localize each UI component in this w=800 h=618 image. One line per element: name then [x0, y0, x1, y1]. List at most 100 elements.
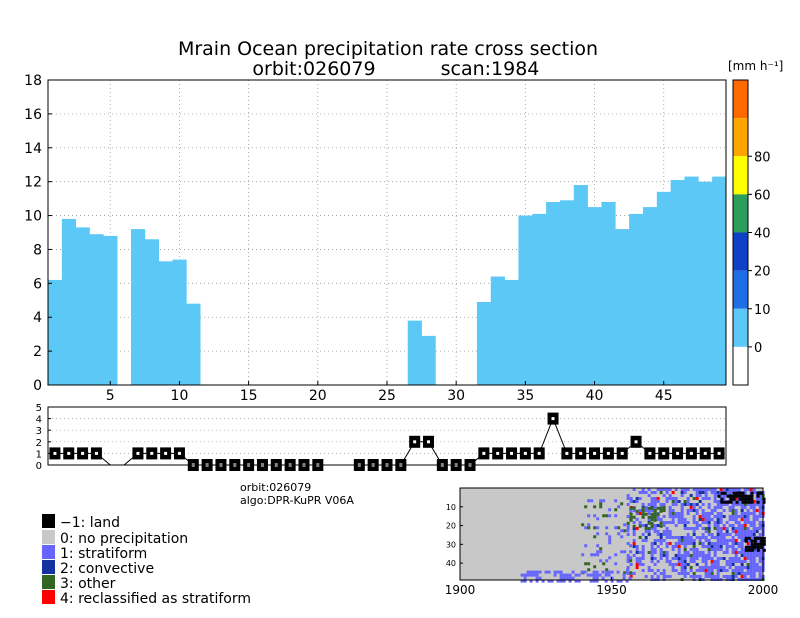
map-cell [716, 533, 720, 536]
map-cell [749, 512, 753, 515]
map-cell [744, 497, 748, 501]
map-cell [638, 497, 642, 500]
legend: −1: land 0: no precipitation 1: stratifo… [42, 514, 251, 607]
map-cell [650, 557, 654, 560]
flag-marker-dot [81, 451, 85, 455]
map-cell [741, 497, 745, 501]
map-cell [650, 512, 654, 516]
map-cell [707, 542, 711, 545]
map-cell [719, 515, 723, 518]
map-cell [753, 542, 757, 546]
map-cell [650, 524, 654, 528]
flag-marker-dot [634, 440, 638, 444]
map-cell [683, 527, 687, 530]
precip-bar [559, 200, 575, 385]
map-cell [689, 506, 693, 509]
map-cell [638, 509, 642, 512]
map-cell [656, 512, 660, 516]
map-cell [725, 560, 729, 563]
map-cell [625, 570, 629, 574]
map-cell [750, 494, 754, 498]
map-cell [577, 579, 581, 583]
map-cell [740, 569, 744, 572]
precip-bar [144, 239, 159, 385]
map-cell [752, 530, 756, 533]
map-cell [665, 554, 669, 557]
precip-bar [131, 229, 146, 385]
map-cell [601, 576, 605, 580]
map-cell [689, 554, 693, 557]
map-cell [707, 545, 711, 548]
map-cell [758, 569, 762, 572]
map-cell [731, 563, 735, 566]
map-cell [729, 494, 733, 498]
map-cell [713, 500, 717, 503]
map-cell [586, 573, 590, 577]
main-ytick-label: 12 [24, 175, 42, 191]
map-cell [677, 542, 681, 545]
main-ytick-label: 0 [33, 378, 42, 394]
map-cell [647, 566, 651, 569]
map-cell [607, 573, 611, 577]
flag-marker-dot [620, 451, 624, 455]
map-cell [698, 542, 702, 545]
map-cell [638, 521, 642, 524]
map-cell [752, 557, 756, 560]
precip-bar [532, 213, 547, 385]
map-cell [644, 536, 648, 539]
map-cell [704, 488, 708, 491]
flag-marker-dot [496, 451, 500, 455]
map-cell [701, 545, 705, 548]
map-cell [668, 494, 672, 497]
map-cell [747, 497, 751, 501]
map-cell [725, 527, 729, 530]
map-cell [738, 497, 742, 501]
map-cell [629, 511, 633, 515]
map-cell [668, 563, 672, 566]
map-cell [758, 557, 762, 560]
map-cell [668, 497, 672, 500]
map-cell [674, 512, 678, 515]
map-cell [680, 488, 684, 491]
precip-bar [103, 235, 118, 385]
precip-bar [89, 234, 104, 385]
map-cell [756, 494, 760, 498]
map-cell [710, 572, 714, 575]
map-cell [719, 536, 723, 539]
map-cell [753, 539, 757, 543]
map-cell [680, 509, 684, 512]
map-cell [731, 530, 735, 533]
map-cell [656, 575, 660, 578]
map-cell [562, 576, 566, 580]
map-cell [725, 575, 729, 578]
map-cell [740, 545, 744, 548]
map-cell [656, 506, 660, 510]
map-cell [759, 536, 763, 540]
map-cell [680, 512, 684, 515]
map-cell [662, 551, 666, 554]
map-cell [614, 514, 618, 518]
map-cell [734, 527, 738, 530]
map-cell [647, 569, 651, 572]
map-cell [589, 579, 593, 583]
map-cell [674, 554, 678, 557]
map-cell [686, 539, 690, 542]
map-cell [701, 569, 705, 572]
map-cell [743, 557, 747, 560]
map-cell [701, 533, 705, 536]
map-cell [662, 554, 666, 557]
map-cell [704, 563, 708, 566]
chart-subtitle-scan: scan:1984 [441, 58, 540, 80]
map-cell [758, 503, 762, 506]
map-cell [725, 539, 729, 542]
map-cell [656, 497, 660, 500]
map-cell [641, 488, 645, 491]
map-cell [592, 576, 596, 580]
map-cell [607, 570, 611, 574]
map-cell [587, 568, 591, 572]
map-cell [755, 569, 759, 572]
map-cell [692, 503, 696, 506]
map-cell [632, 509, 636, 512]
map-cell [559, 576, 563, 580]
flag-marker-dot [717, 451, 721, 455]
